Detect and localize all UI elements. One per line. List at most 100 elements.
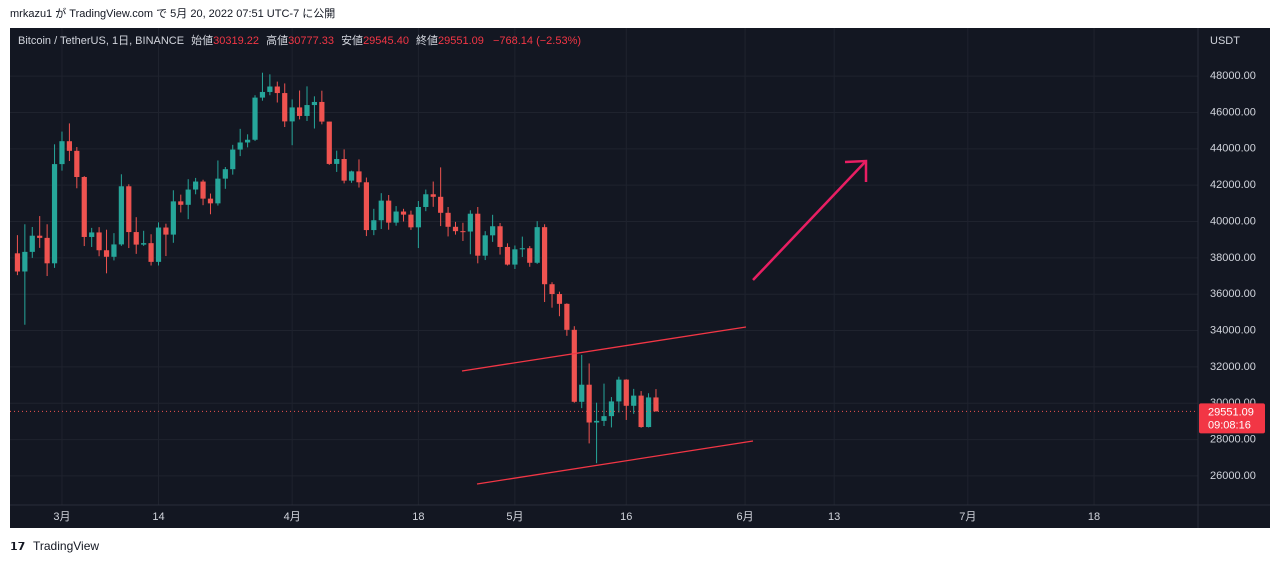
candle-body bbox=[549, 284, 555, 295]
candle-body bbox=[133, 232, 139, 245]
x-tick-label: 7月 bbox=[959, 511, 976, 523]
candle-body bbox=[363, 182, 369, 231]
candle-body bbox=[29, 235, 35, 252]
candle-body bbox=[512, 249, 518, 265]
x-tick-label: 5月 bbox=[506, 511, 523, 523]
logo-mark: 𝟭𝟳 bbox=[10, 541, 25, 553]
candle-body bbox=[519, 248, 525, 250]
y-tick-label: 28000.00 bbox=[1210, 433, 1256, 445]
open-value: 30319.22 bbox=[213, 35, 259, 47]
candle-body bbox=[207, 198, 214, 204]
candle-body bbox=[564, 303, 570, 330]
candle-body bbox=[356, 171, 362, 183]
close-label: 終値 bbox=[416, 33, 438, 47]
candle-body bbox=[74, 150, 80, 178]
candle-body bbox=[631, 395, 637, 406]
candle-body bbox=[245, 139, 251, 143]
change: −768.14 (−2.53%) bbox=[493, 35, 581, 47]
high-value: 30777.33 bbox=[288, 35, 334, 47]
candle-body bbox=[282, 93, 288, 122]
candle-body bbox=[623, 379, 629, 406]
price-tag-value: 29551.09 bbox=[1208, 406, 1254, 418]
candle-body bbox=[601, 416, 607, 421]
x-tick-label: 13 bbox=[828, 511, 840, 523]
candle-body bbox=[252, 97, 258, 140]
footer-brand: TradingView bbox=[33, 539, 99, 553]
candle-body bbox=[430, 194, 436, 197]
candle-body bbox=[304, 105, 310, 116]
candle-body bbox=[445, 212, 451, 227]
y-tick-label: 34000.00 bbox=[1210, 324, 1256, 336]
candle-body bbox=[296, 107, 303, 116]
candle-body bbox=[334, 159, 340, 164]
trend-line bbox=[461, 326, 747, 372]
candle-body bbox=[118, 186, 124, 245]
candle-body bbox=[215, 178, 221, 204]
y-tick-label: 32000.00 bbox=[1210, 361, 1256, 373]
candle-body bbox=[534, 227, 540, 263]
candle-body bbox=[645, 397, 652, 428]
candle-body bbox=[423, 194, 429, 207]
candle-body bbox=[608, 401, 615, 417]
candle-body bbox=[319, 101, 325, 122]
candle-body bbox=[22, 251, 28, 272]
candle-body bbox=[200, 181, 206, 199]
candle-body bbox=[341, 159, 347, 181]
countdown: 09:08:16 bbox=[1208, 419, 1251, 431]
y-tick-label: 44000.00 bbox=[1210, 143, 1256, 155]
x-tick-label: 6月 bbox=[737, 511, 754, 523]
open-label: 始値 bbox=[191, 33, 213, 47]
price-tag bbox=[1199, 403, 1265, 434]
candle-body bbox=[452, 226, 459, 232]
candle-body bbox=[178, 201, 184, 205]
candle-body bbox=[274, 86, 280, 94]
candle-body bbox=[81, 177, 87, 237]
candle-body bbox=[155, 227, 162, 262]
candle-body bbox=[653, 397, 659, 412]
candle-body bbox=[497, 226, 503, 247]
candle-body bbox=[348, 171, 355, 181]
candle-body bbox=[400, 211, 407, 215]
drawings bbox=[461, 159, 868, 485]
x-tick-label: 14 bbox=[152, 511, 164, 523]
candle-body bbox=[185, 189, 191, 205]
y-tick-label: 40000.00 bbox=[1210, 215, 1256, 227]
y-tick-label: 36000.00 bbox=[1210, 288, 1256, 300]
candle-body bbox=[371, 220, 377, 231]
candle-body bbox=[527, 248, 533, 263]
candle-body bbox=[170, 201, 176, 235]
candle-body bbox=[14, 253, 21, 272]
y-tick-label: 46000.00 bbox=[1210, 106, 1256, 118]
candle-body bbox=[467, 213, 473, 232]
x-tick-label: 16 bbox=[620, 511, 632, 523]
candle-body bbox=[460, 231, 466, 233]
candle-body bbox=[415, 206, 421, 228]
y-tick-label: 48000.00 bbox=[1210, 70, 1256, 82]
x-tick-label: 4月 bbox=[284, 511, 301, 523]
candle-body bbox=[37, 235, 43, 238]
candle-body bbox=[103, 250, 110, 257]
chart-legend: Bitcoin / TetherUS, 1日, BINANCE 始値30319.… bbox=[18, 33, 581, 47]
candle-body bbox=[638, 395, 644, 428]
candle-body bbox=[111, 244, 117, 257]
candle-body bbox=[96, 232, 102, 251]
candle-body bbox=[542, 227, 548, 285]
low-value: 29545.40 bbox=[363, 35, 409, 47]
axis-unit: USDT bbox=[1210, 35, 1240, 47]
candle-body bbox=[237, 142, 243, 150]
high-label: 高値 bbox=[266, 33, 288, 47]
candle-body bbox=[289, 107, 295, 122]
x-tick-label: 3月 bbox=[53, 511, 70, 523]
y-tick-label: 26000.00 bbox=[1210, 470, 1256, 482]
candle-body bbox=[482, 235, 488, 256]
axes: 26000.0028000.0030000.0032000.0034000.00… bbox=[53, 70, 1265, 523]
candle-body bbox=[386, 200, 392, 223]
arrow-head bbox=[844, 159, 868, 182]
candle-body bbox=[126, 186, 132, 233]
x-tick-label: 18 bbox=[412, 511, 424, 523]
candle-body bbox=[59, 141, 65, 165]
trend-line bbox=[476, 440, 754, 485]
candle-body bbox=[66, 141, 72, 151]
